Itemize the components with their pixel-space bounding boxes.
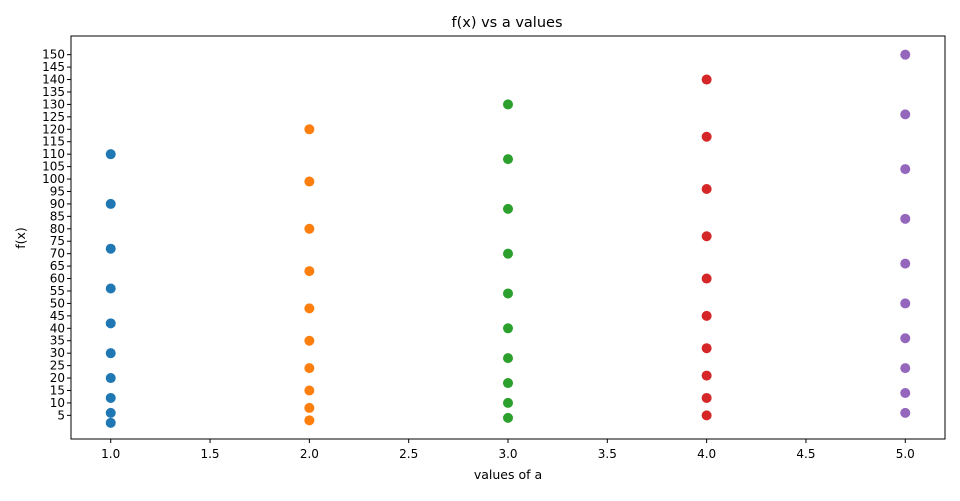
data-point [105,417,116,428]
data-point [105,243,116,254]
data-point [304,385,315,396]
data-point [701,392,712,403]
y-tick-label: 145 [42,60,65,74]
data-point [701,183,712,194]
x-tick-label: 1.5 [200,447,219,461]
data-point [304,303,315,314]
data-point [304,176,315,187]
y-tick-label: 100 [42,172,65,186]
y-tick-label: 140 [42,73,65,87]
y-tick-label: 55 [50,284,65,298]
y-tick-label: 45 [50,309,65,323]
y-tick-label: 30 [50,346,65,360]
data-point [503,248,513,259]
data-point [900,333,911,344]
data-point [105,392,116,403]
data-point [900,109,911,120]
y-tick-label: 85 [50,209,65,223]
data-point [701,231,712,242]
y-tick-label: 90 [50,197,65,211]
data-point [304,363,315,374]
y-tick-label: 75 [50,234,65,248]
data-point [900,49,911,60]
data-point [503,412,513,423]
data-point [304,415,315,426]
data-point [701,343,712,354]
data-point [503,154,513,165]
y-tick-label: 120 [42,122,65,136]
chart-title: f(x) vs a values [451,15,562,31]
data-point [503,397,513,408]
data-point [900,407,911,418]
data-point [304,223,315,234]
data-point [900,363,911,374]
y-tick-label: 70 [50,247,65,261]
y-tick-label: 105 [42,160,65,174]
data-point [304,266,315,277]
y-axis-label: f(x) [13,227,28,249]
data-point [701,74,712,85]
data-point [105,407,116,418]
data-point [900,164,911,175]
data-point [900,298,911,309]
data-point [105,318,116,329]
y-tick-label: 65 [50,259,65,273]
x-tick-label: 4.5 [796,447,815,461]
data-point [900,387,911,398]
y-tick-label: 150 [42,48,65,62]
data-point [105,149,116,160]
data-point [105,373,116,384]
data-point [105,283,116,294]
y-tick-label: 15 [50,383,65,397]
data-point [105,348,116,359]
data-point [701,310,712,321]
y-tick-label: 50 [50,296,65,310]
x-tick-label: 2.0 [300,447,319,461]
y-tick-label: 5 [57,408,65,422]
data-point [701,410,712,421]
y-tick-label: 110 [42,147,65,161]
data-points [105,49,911,428]
x-axis-label: values of a [474,467,542,482]
plot-area-frame [70,35,946,440]
y-tick-label: 135 [42,85,65,99]
y-tick-label: 60 [50,272,65,286]
data-point [701,131,712,142]
y-tick-label: 115 [42,135,65,149]
data-point [701,273,712,284]
y-axis-ticks: 5101520253035404550556065707580859095100… [42,48,71,422]
y-tick-label: 40 [50,321,65,335]
data-point [900,258,911,269]
x-tick-label: 3.5 [598,447,617,461]
y-tick-label: 25 [50,359,65,373]
x-tick-label: 2.5 [399,447,418,461]
y-tick-label: 125 [42,110,65,124]
data-point [900,213,911,224]
data-point [503,99,513,110]
y-tick-label: 130 [42,97,65,111]
x-tick-label: 1.0 [101,447,120,461]
data-point [304,335,315,346]
y-tick-label: 95 [50,184,65,198]
data-point [503,353,513,364]
data-point [503,323,513,334]
x-tick-label: 3.0 [498,447,517,461]
x-tick-label: 5.0 [896,447,915,461]
y-tick-label: 80 [50,222,65,236]
data-point [304,402,315,413]
data-point [304,124,315,135]
x-axis-ticks: 1.0 1.5 2.0 2.5 3.0 3.5 4.0 4.5 5.0 [101,439,915,461]
data-point [105,198,116,209]
x-tick-label: 4.0 [697,447,716,461]
data-point [503,378,513,389]
y-tick-label: 35 [50,334,65,348]
data-point [503,288,513,299]
y-tick-label: 10 [50,396,65,410]
y-tick-label: 20 [50,371,65,385]
data-point [701,370,712,381]
data-point [503,203,513,214]
